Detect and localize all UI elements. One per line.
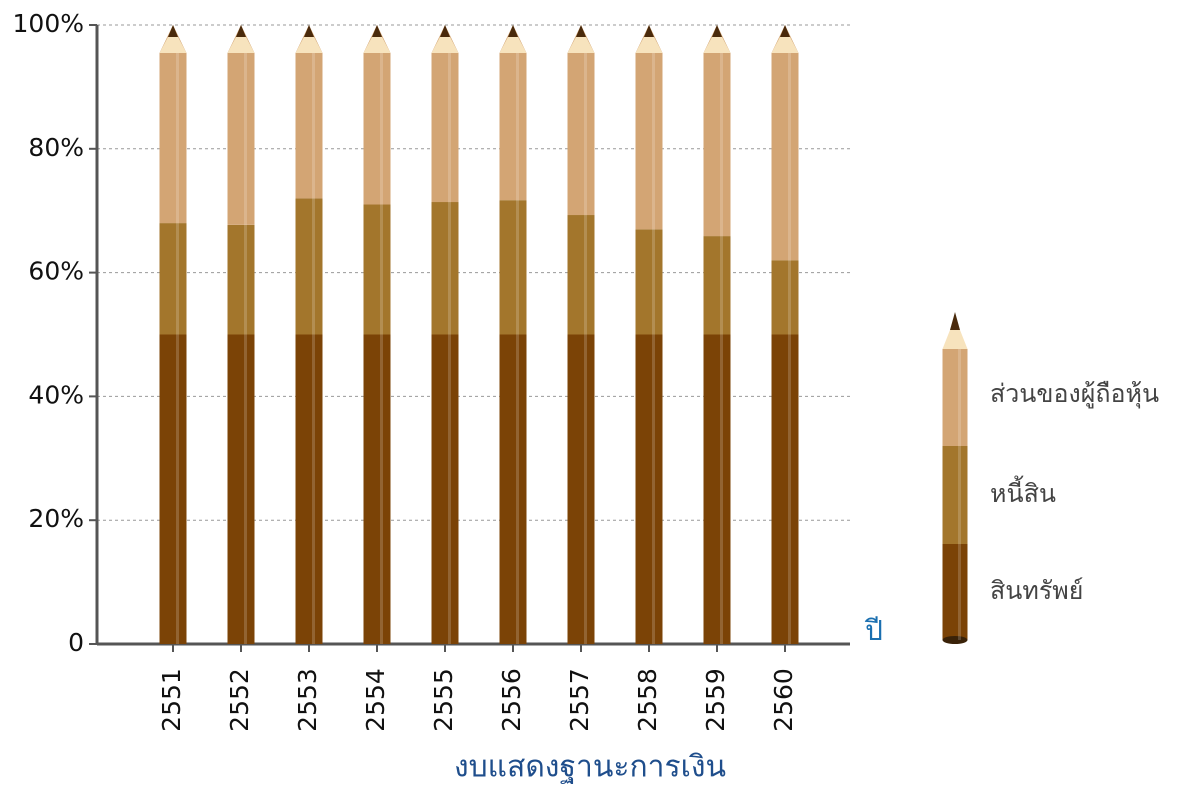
x-axis-unit: ปี	[864, 614, 883, 647]
pencil-lead	[508, 25, 518, 37]
legend-swatch	[942, 349, 968, 446]
x-tick-label: 2551	[157, 668, 186, 732]
bar-segment	[431, 25, 459, 203]
pencil-stripe	[312, 53, 315, 644]
bar-segment	[771, 260, 799, 335]
pencil-stripe	[380, 53, 383, 644]
pencil-stripe	[176, 53, 179, 644]
legend-swatch	[942, 446, 968, 544]
bar-segment	[227, 334, 255, 644]
bar-segment	[703, 334, 731, 644]
bar-segment	[567, 25, 595, 216]
bar-segment	[363, 25, 391, 205]
pencil-wood	[635, 37, 663, 53]
legend-pencil-end	[942, 636, 968, 644]
bar-segment	[567, 334, 595, 644]
bar-segment	[771, 334, 799, 644]
pencil-wood	[499, 37, 527, 53]
x-axis-title: งบแสดงฐานะการเงิน	[454, 750, 726, 785]
bar-segment	[499, 334, 527, 644]
bar-segment	[703, 25, 731, 237]
pencil-stripe	[448, 53, 451, 644]
legend-pencil-wood	[942, 330, 968, 349]
legend-pencil-stripe	[958, 349, 961, 640]
legend-label: สินทรัพย์	[990, 576, 1083, 605]
pencil-lead	[712, 25, 722, 37]
y-tick-label: 80%	[28, 133, 84, 162]
legend-label: ส่วนของผู้ถือหุ้น	[990, 379, 1159, 409]
bar-segment	[635, 229, 663, 335]
bar-segment	[159, 25, 187, 224]
x-tick-label: 2560	[769, 668, 798, 732]
y-tick-label: 0	[68, 628, 84, 657]
pencil-stripe	[244, 53, 247, 644]
bar-segment	[363, 204, 391, 335]
bar-segment	[295, 25, 323, 199]
bar-segment	[499, 25, 527, 201]
bar-segment	[295, 334, 323, 644]
pencil-wood	[227, 37, 255, 53]
x-tick-label: 2554	[361, 668, 390, 732]
bar-segment	[363, 334, 391, 644]
pencil-lead	[576, 25, 586, 37]
pencil-wood	[703, 37, 731, 53]
bar-segment	[159, 223, 187, 335]
x-tick-label: 2556	[497, 668, 526, 732]
legend-pencil-lead	[950, 312, 960, 330]
pencil-wood	[431, 37, 459, 53]
bar-segment	[431, 334, 459, 644]
x-tick-label: 2553	[293, 668, 322, 732]
pencil-stripe	[788, 53, 791, 644]
bar-segment	[159, 334, 187, 644]
pencil-wood	[363, 37, 391, 53]
bar-segment	[499, 200, 527, 335]
pencil-wood	[295, 37, 323, 53]
bar-segment	[227, 25, 255, 225]
y-tick-label: 100%	[13, 9, 84, 38]
bar-segment	[431, 202, 459, 335]
bar-segment	[635, 334, 663, 644]
pencil-stripe	[720, 53, 723, 644]
x-tick-label: 2558	[633, 668, 662, 732]
pencil-stripe	[516, 53, 519, 644]
bar-segment	[635, 25, 663, 230]
legend-label: หนี้สิน	[990, 475, 1056, 508]
bar-segment	[567, 215, 595, 335]
bar-segment	[703, 236, 731, 335]
y-tick-label: 40%	[28, 380, 84, 409]
pencil-lead	[304, 25, 314, 37]
pencil-lead	[372, 25, 382, 37]
x-tick-label: 2557	[565, 668, 594, 732]
pencil-wood	[159, 37, 187, 53]
y-tick-label: 20%	[28, 504, 84, 533]
bar-segment	[227, 224, 255, 335]
pencil-wood	[771, 37, 799, 53]
pencil-wood	[567, 37, 595, 53]
pencil-stripe	[584, 53, 587, 644]
pencil-lead	[780, 25, 790, 37]
y-tick-label: 60%	[28, 257, 84, 286]
pencil-lead	[440, 25, 450, 37]
pencil-lead	[644, 25, 654, 37]
pencil-lead	[236, 25, 246, 37]
bar-segment	[771, 25, 799, 261]
pencil-stripe	[652, 53, 655, 644]
x-tick-label: 2555	[429, 668, 458, 732]
x-tick-label: 2559	[701, 668, 730, 732]
legend-swatch	[942, 544, 968, 640]
x-tick-label: 2552	[225, 668, 254, 732]
pencil-lead	[168, 25, 178, 37]
bar-segment	[295, 198, 323, 335]
